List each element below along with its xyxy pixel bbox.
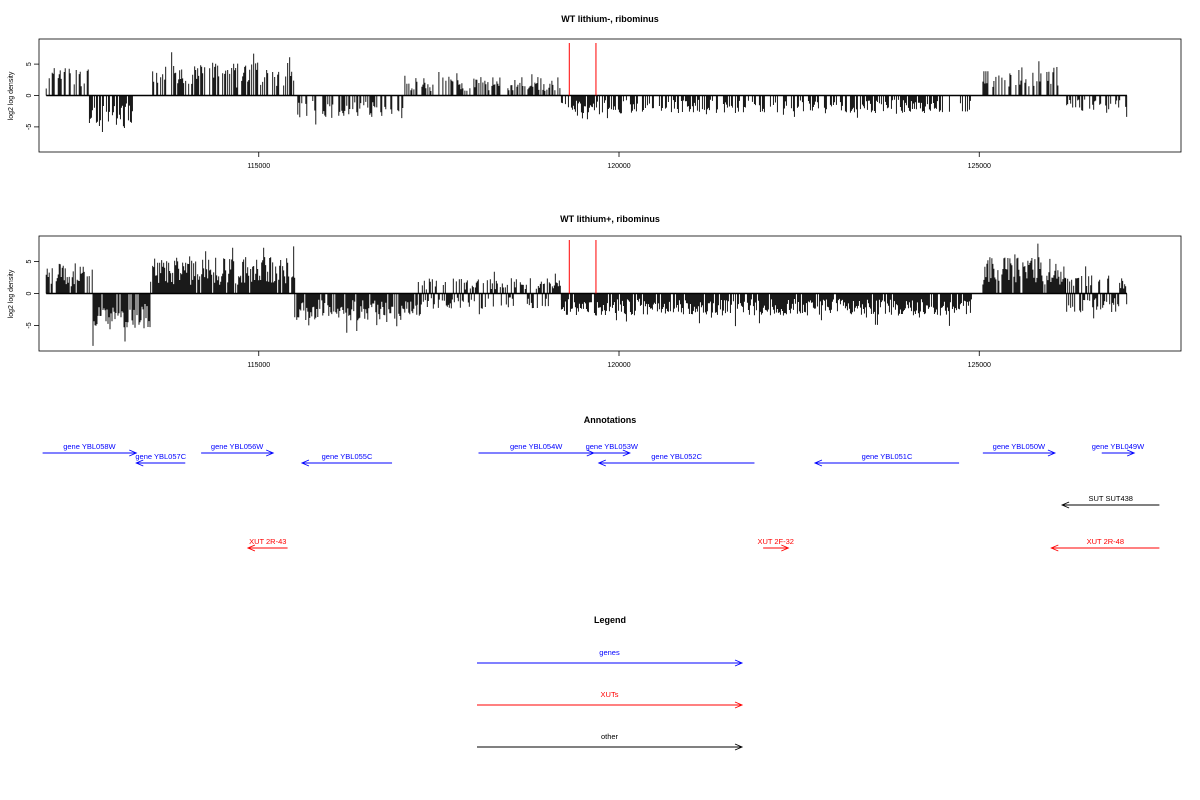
arrow-head-icon — [734, 701, 744, 709]
signal-panel-lithium-plus: WT lithium+, ribominus log2 log density … — [8, 214, 1182, 369]
gene-annotation: gene YBL055C — [300, 452, 393, 467]
gene-label: gene YBL053W — [586, 442, 639, 451]
signal-bar-group — [45, 52, 1128, 132]
gene-label: gene YBL049W — [1092, 442, 1145, 451]
red-markers — [568, 240, 597, 294]
arrow-head-icon — [265, 449, 275, 457]
y-axis-label: log2 log density — [8, 71, 15, 120]
gene-annotation: gene YBL049W — [1092, 442, 1145, 457]
panel-title: WT lithium-, ribominus — [561, 14, 659, 24]
panel-title: WT lithium+, ribominus — [560, 214, 660, 224]
gene-annotation: gene YBL054W — [478, 442, 595, 457]
arrow-head-icon — [1050, 544, 1059, 552]
xut-label: XUT 2R-43 — [249, 537, 286, 546]
signal-bars — [45, 52, 1128, 132]
x-tick-label: 125000 — [968, 362, 991, 369]
arrow-head-icon — [300, 459, 310, 467]
x-tick-label: 120000 — [607, 163, 630, 170]
gene-label: gene YBL051C — [862, 452, 913, 461]
arrow-head-icon — [813, 459, 823, 467]
arrow-head-icon — [734, 659, 744, 667]
y-tick-label: -5 — [26, 124, 33, 130]
arrow-head-icon — [129, 449, 138, 457]
xut-annotation: XUT 2R-43 — [246, 537, 288, 552]
red-markers — [568, 43, 597, 96]
annotation-arrows: gene YBL058W gene YBL057C gene YBL056W gene… — [42, 442, 1160, 552]
legend-title: Legend — [594, 615, 626, 625]
x-tick-label: 115000 — [247, 362, 270, 369]
legend-label: other — [601, 732, 619, 741]
arrow-head-icon — [1060, 501, 1070, 509]
xut-annotation: XUT 2R-48 — [1050, 537, 1160, 552]
legend-item-xuts: XUTs — [477, 690, 744, 709]
arrow-head-icon — [135, 459, 144, 467]
arrow-head-icon — [597, 459, 607, 467]
gene-label: gene YBL055C — [322, 452, 373, 461]
y-axis: 5 0 -5 — [26, 260, 39, 329]
legend-label: XUTs — [601, 690, 619, 699]
legend-items: genes XUTs other — [477, 648, 744, 751]
arrow-head-icon — [734, 743, 744, 751]
arrow-head-icon — [622, 449, 631, 457]
signal-bar-group — [45, 243, 1128, 346]
gene-annotation: gene YBL057C — [135, 452, 187, 467]
gene-annotation: gene YBL056W — [201, 442, 275, 457]
x-tick-label: 115000 — [247, 163, 270, 170]
legend-item-other: other — [477, 732, 744, 751]
xut-label: XUT 2R-48 — [1087, 537, 1124, 546]
x-axis: 115000 120000 125000 — [247, 351, 991, 369]
gene-annotation: gene YBL050W — [982, 442, 1057, 457]
other-annotation: SUT SUT438 — [1060, 494, 1160, 509]
y-tick-label: 5 — [26, 260, 33, 264]
other-label: SUT SUT438 — [1089, 494, 1133, 503]
gene-annotation: gene YBL053W — [586, 442, 639, 457]
legend-label: genes — [599, 648, 620, 657]
y-tick-label: 5 — [26, 62, 33, 66]
annotations-title: Annotations — [584, 415, 637, 425]
gene-label: gene YBL050W — [993, 442, 1046, 451]
y-tick-label: 0 — [26, 291, 33, 295]
gene-annotation: gene YBL052C — [597, 452, 755, 467]
arrow-head-icon — [781, 544, 790, 552]
signal-panel-lithium-minus: WT lithium-, ribominus log2 log density … — [8, 14, 1182, 170]
signal-bars — [45, 243, 1128, 346]
xut-label: XUT 2F-32 — [757, 537, 794, 546]
y-tick-label: -5 — [26, 322, 33, 328]
legend: Legend genes XUTs other — [477, 615, 744, 751]
gene-annotation: gene YBL058W — [42, 442, 138, 457]
gene-label: gene YBL056W — [211, 442, 264, 451]
y-tick-label: 0 — [26, 93, 33, 97]
legend-item-genes: genes — [477, 648, 744, 667]
x-tick-label: 125000 — [968, 163, 991, 170]
arrow-head-icon — [1047, 449, 1057, 457]
xut-annotation: XUT 2F-32 — [757, 537, 794, 552]
x-axis: 115000 120000 125000 — [247, 152, 991, 170]
y-axis-label: log2 log density — [8, 269, 15, 318]
gene-label: gene YBL058W — [63, 442, 116, 451]
y-axis: 5 0 -5 — [26, 62, 39, 130]
x-tick-label: 120000 — [607, 362, 630, 369]
arrow-head-icon — [246, 544, 256, 552]
gene-annotation: gene YBL051C — [813, 452, 960, 467]
arrow-head-icon — [1126, 449, 1136, 457]
gene-label: gene YBL052C — [651, 452, 702, 461]
gene-label: gene YBL054W — [510, 442, 563, 451]
gene-label: gene YBL057C — [135, 452, 186, 461]
